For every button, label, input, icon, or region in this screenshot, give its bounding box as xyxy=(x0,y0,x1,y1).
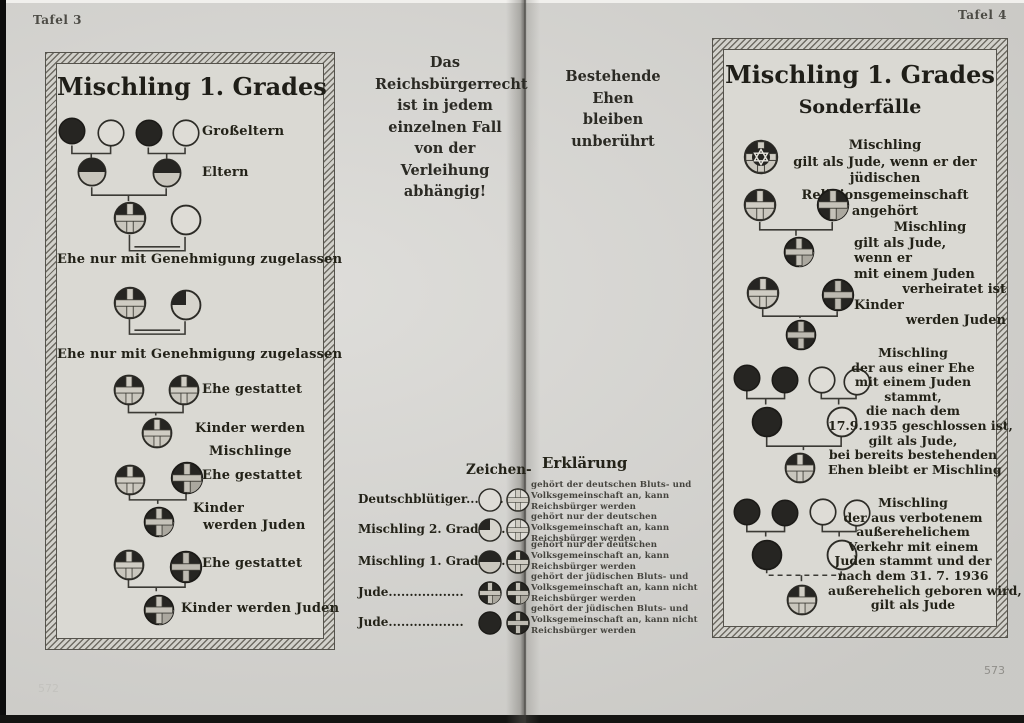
symbol-mischling-2-grades xyxy=(478,518,502,542)
symbol-mischling-1-grades xyxy=(152,158,182,188)
right-panel-subtitle: Sonderfälle xyxy=(798,96,922,118)
page-number-right: 573 xyxy=(984,664,1005,677)
symbol-mischling-1-grades-cross xyxy=(506,550,530,574)
legend-label-deutschbluetiger: Deutschblütiger......... xyxy=(358,492,504,506)
label-rule-permission-1: Ehe nur mit Genehmigung zugelassen xyxy=(57,252,343,267)
symbol-mischling-2-grades xyxy=(170,289,202,321)
plate-label-left: Tafel 3 xyxy=(33,13,82,27)
symbol-mischling-2-grades-cross xyxy=(506,518,530,542)
symbol-jude-voll xyxy=(58,117,86,145)
symbol-jude-voll xyxy=(751,406,783,438)
left-chart-panel: Mischling 1. Grades Großeltern xyxy=(45,52,343,650)
label-children-mischlinge-2: Mischlinge xyxy=(209,444,292,459)
symbol-jude-dreiviertel-cross xyxy=(143,594,175,626)
legend-label-jude-2: Jude.................. xyxy=(358,615,464,629)
note-reichsbuergerrecht: Das Reichsbürgerrecht ist in jedem einzelne… xyxy=(375,54,528,200)
symbol-mischling-1-grades-cross xyxy=(114,464,146,496)
symbol-mischling-1-grades-cross xyxy=(743,188,777,222)
case2-text: Mischling gilt als Jude, wenn er mit einem … xyxy=(854,220,1006,328)
legend-explanation-5: gehört der jüdischen Bluts- und Volksgem… xyxy=(531,604,698,636)
legend-explanation-1: gehört der deutschen Bluts- und Volksgem… xyxy=(531,480,692,512)
symbol-jude-voll-cross xyxy=(821,278,855,312)
symbol-jude-voll xyxy=(135,119,163,147)
symbol-jude-dreiviertel-cross xyxy=(170,461,204,495)
symbol-jude-dreiviertel xyxy=(478,581,502,605)
symbol-mischling-1-grades xyxy=(77,157,107,187)
symbol-deutschbluetiger xyxy=(170,204,202,236)
label-parents: Eltern xyxy=(202,165,249,180)
book-fold-line xyxy=(524,0,526,723)
symbol-mischling-1-grades xyxy=(478,550,502,574)
label-rule-allowed-3: Ehe gestattet xyxy=(202,556,303,571)
scan-edge-bottom xyxy=(0,715,1024,723)
symbol-deutschbluetiger xyxy=(172,119,200,147)
case3-text: Mischling der aus einer Ehe mit einem Jude… xyxy=(828,345,1013,477)
symbol-deutschbluetiger-cross xyxy=(506,488,530,512)
symbol-deutschbluetiger xyxy=(97,119,125,147)
note-bestehende-ehen: Bestehende Ehen bleiben unberührt xyxy=(565,68,661,150)
legend-explanation-4: gehört der jüdischen Bluts- und Volksgem… xyxy=(531,572,698,604)
symbol-jude-voll xyxy=(751,539,783,571)
case1-text: Mischling gilt als Jude, wenn er der jüdi… xyxy=(793,138,977,219)
symbol-jude-voll xyxy=(733,364,761,392)
right-chart-panel-inner: Mischling 1. Grades Sonderfälle xyxy=(723,49,1022,627)
symbol-jude-voll-cross xyxy=(506,611,530,635)
right-chart-panel: Mischling 1. Grades Sonderfälle xyxy=(712,38,1022,638)
symbol-jude-dreiviertel-cross xyxy=(816,188,850,222)
symbol-jude-voll xyxy=(733,498,761,526)
symbol-deutschbluetiger xyxy=(478,488,502,512)
legend-heading-zeichen: Zeichen- xyxy=(466,462,532,478)
plate-label-right: Tafel 4 xyxy=(958,8,1007,22)
symbol-mischling-1-grades-cross xyxy=(113,286,147,320)
symbol-mischling-1-grades-cross xyxy=(141,417,173,449)
symbol-mischling-1-grades-cross xyxy=(786,584,818,616)
symbol-mischling-1-grades-cross xyxy=(113,201,147,235)
symbol-jude-dreiviertel-cross xyxy=(143,506,175,538)
left-chart-panel-inner: Mischling 1. Grades Großeltern xyxy=(56,63,343,639)
symbol-jude-dreiviertel-cross xyxy=(783,236,815,268)
symbol-jude-voll xyxy=(771,366,799,394)
legend-label-mischling-2: Mischling 2. Grades.... xyxy=(358,522,510,536)
label-children-juden-1: Kinder xyxy=(193,501,245,516)
symbol-jude-voll xyxy=(478,611,502,635)
label-rule-allowed-2: Ehe gestattet xyxy=(202,468,303,483)
scan-edge-top xyxy=(0,0,1024,3)
symbol-mischling-star-of-david xyxy=(743,139,779,175)
legend-label-jude-1: Jude.................. xyxy=(358,585,464,599)
symbol-mischling-1-grades-cross xyxy=(168,374,200,406)
symbol-jude-voll-cross xyxy=(785,319,817,351)
legend-heading-erklaerung: Erklärung xyxy=(542,454,628,472)
symbol-mischling-1-grades-cross xyxy=(746,276,780,310)
scan-edge-left xyxy=(0,0,6,723)
left-panel-title: Mischling 1. Grades xyxy=(57,72,327,101)
symbol-jude-dreiviertel-cross xyxy=(506,581,530,605)
page-number-left: 572 xyxy=(38,682,59,695)
symbol-mischling-1-grades-cross xyxy=(113,549,145,581)
label-rule-allowed-1: Ehe gestattet xyxy=(202,382,303,397)
right-panel-title: Mischling 1. Grades xyxy=(725,60,995,89)
label-grandparents: Großeltern xyxy=(202,124,285,139)
symbol-mischling-1-grades-cross xyxy=(784,452,816,484)
symbol-jude-voll-cross xyxy=(169,550,203,584)
legend-explanation-3: gehört nur der deutschen Volksgemeinscha… xyxy=(531,540,670,572)
legend-label-mischling-1: Mischling 1. Grades.... xyxy=(358,554,510,568)
label-children-mischlinge-1: Kinder werden xyxy=(195,421,306,436)
label-children-juden-single: Kinder werden Juden xyxy=(181,601,340,616)
case4-text: Mischling der aus verbotenem außereheliche… xyxy=(828,495,1022,613)
label-children-juden-2: werden Juden xyxy=(203,518,306,533)
symbol-jude-voll xyxy=(771,499,799,527)
label-rule-permission-2: Ehe nur mit Genehmigung zugelassen xyxy=(57,347,343,362)
symbol-mischling-1-grades-cross xyxy=(113,374,145,406)
legend-explanation-2: gehört nur der deutschen Volksgemeinscha… xyxy=(531,512,670,544)
